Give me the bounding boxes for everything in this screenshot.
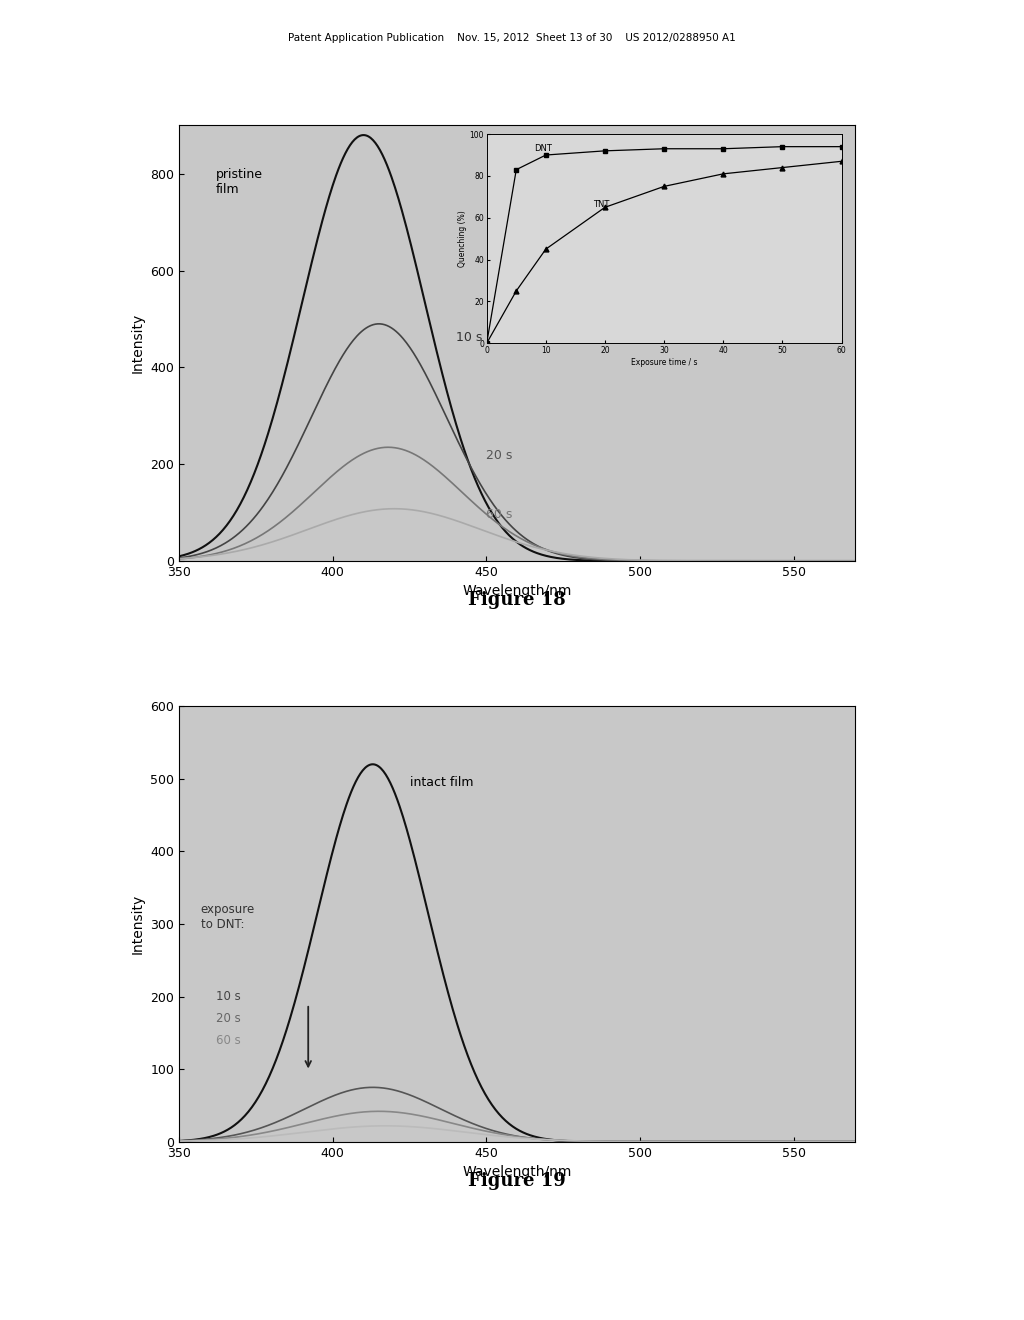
Text: 10 s: 10 s — [456, 331, 482, 343]
Text: Figure 19: Figure 19 — [468, 1172, 566, 1191]
Text: 10 s: 10 s — [216, 990, 241, 1003]
Text: exposure
to DNT:: exposure to DNT: — [201, 903, 255, 931]
Text: 20 s: 20 s — [216, 1012, 241, 1026]
Text: Patent Application Publication    Nov. 15, 2012  Sheet 13 of 30    US 2012/02889: Patent Application Publication Nov. 15, … — [288, 33, 736, 44]
Y-axis label: Intensity: Intensity — [131, 313, 144, 374]
Y-axis label: Intensity: Intensity — [131, 894, 144, 954]
Text: Figure 18: Figure 18 — [468, 591, 566, 610]
Text: 60 s: 60 s — [486, 508, 513, 521]
Text: 60 s: 60 s — [216, 1034, 241, 1047]
X-axis label: Wavelength/nm: Wavelength/nm — [463, 1166, 571, 1179]
X-axis label: Wavelength/nm: Wavelength/nm — [463, 585, 571, 598]
Text: pristine
film: pristine film — [216, 168, 263, 197]
Text: 20 s: 20 s — [486, 449, 513, 462]
Text: intact film: intact film — [410, 776, 473, 789]
